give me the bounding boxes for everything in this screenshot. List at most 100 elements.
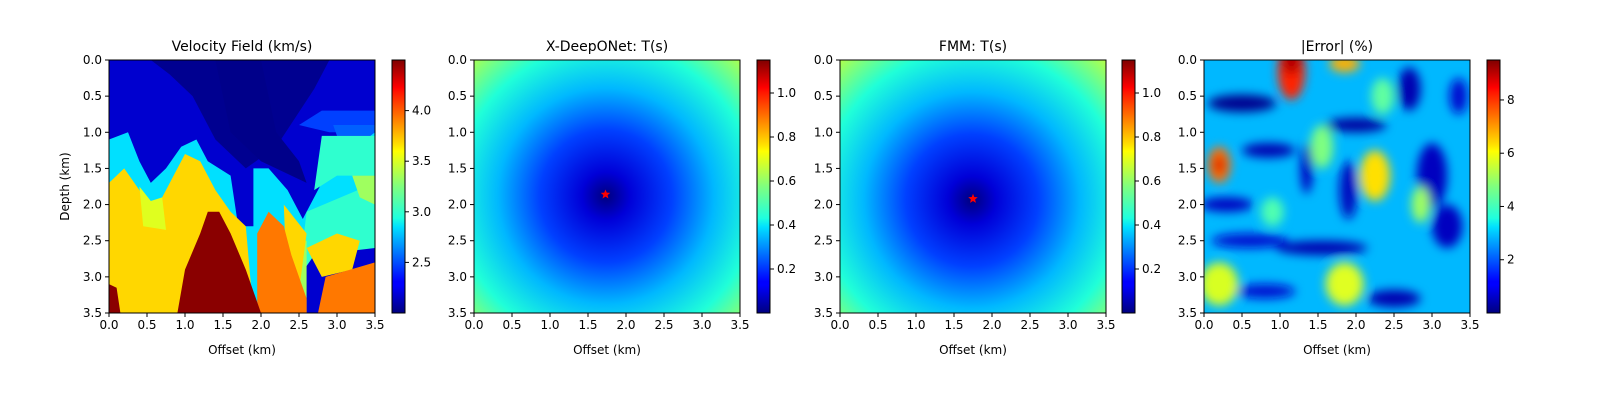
x-tick-label: 3.0	[1058, 318, 1077, 332]
plot-frame	[473, 59, 741, 314]
y-tick-label: 0.5	[814, 89, 833, 103]
y-tick-label: 0.0	[83, 53, 102, 67]
x-tick-label: 3.0	[1422, 318, 1441, 332]
traveltime-image	[474, 60, 740, 313]
y-tick-label: 3.5	[448, 306, 467, 320]
panel-2: X-DeepONet: T(s) 0.0 0.5 1.0 1.5 2.0 2.5 3.0 3.5…	[448, 39, 796, 357]
x-axis-label: Offset (km)	[208, 343, 276, 357]
x-tick-label: 0.0	[1194, 318, 1213, 332]
x-tick-label: 0.5	[1232, 318, 1251, 332]
colorbar-tick-label: 8	[1507, 93, 1515, 107]
colorbar-tick-label: 3.0	[412, 205, 431, 219]
colorbar-tick-label: 0.8	[777, 130, 796, 144]
y-tick-label: 3.0	[83, 270, 102, 284]
colorbar-tick-label: 0.6	[1142, 174, 1161, 188]
x-tick-label: 1.5	[578, 318, 597, 332]
colorbar-tick-label: 0.2	[1142, 262, 1161, 276]
colorbar	[1122, 60, 1135, 313]
y-tick-label: 1.0	[83, 125, 102, 139]
y-tick-label: 1.5	[448, 161, 467, 175]
colorbar-tick-label: 0.4	[1142, 218, 1161, 232]
x-tick-label: 0.0	[99, 318, 118, 332]
y-tick-label: 3.5	[1178, 306, 1197, 320]
x-tick-label: 1.5	[944, 318, 963, 332]
y-tick-label: 3.0	[448, 270, 467, 284]
y-tick-label: 0.5	[448, 89, 467, 103]
colorbar-tick-label: 1.0	[777, 86, 796, 100]
y-tick-label: 0.0	[814, 53, 833, 67]
y-tick-label: 2.0	[448, 198, 467, 212]
chart-title: FMM: T(s)	[939, 39, 1007, 55]
colorbar-tick-label: 4	[1507, 199, 1515, 213]
plot-frame	[1203, 59, 1471, 314]
x-tick-label: 3.0	[692, 318, 711, 332]
x-tick-label: 3.5	[1460, 318, 1479, 332]
y-tick-label: 1.5	[1178, 161, 1197, 175]
y-tick-label: 2.5	[448, 234, 467, 248]
colorbar-tick-label: 0.2	[777, 262, 796, 276]
y-tick-label: 2.0	[1178, 198, 1197, 212]
x-tick-label: 3.5	[1096, 318, 1115, 332]
panel-1: Velocity Field (km/s) 0.0 0.5 1.0 1.5 2.0 2.5 3…	[58, 39, 431, 357]
y-tick-label: 0.5	[83, 89, 102, 103]
colorbar	[1487, 60, 1500, 313]
x-axis-label: Offset (km)	[939, 343, 1007, 357]
y-tick-label: 2.0	[83, 198, 102, 212]
x-tick-label: 0.5	[502, 318, 521, 332]
colorbar-frame	[756, 59, 771, 314]
x-tick-label: 1.0	[540, 318, 559, 332]
colorbar-frame	[391, 59, 406, 314]
y-tick-label: 0.0	[1178, 53, 1197, 67]
chart-title: Velocity Field (km/s)	[172, 39, 313, 55]
x-tick-label: 1.0	[906, 318, 925, 332]
plot-frame	[839, 59, 1107, 314]
x-tick-label: 3.5	[730, 318, 749, 332]
y-tick-label: 3.0	[814, 270, 833, 284]
x-tick-label: 1.5	[1308, 318, 1327, 332]
velocity-field-image	[109, 60, 375, 313]
y-tick-label: 2.5	[1178, 234, 1197, 248]
chart-title: |Error| (%)	[1301, 39, 1373, 55]
x-tick-label: 2.5	[289, 318, 308, 332]
x-tick-label: 2.0	[251, 318, 270, 332]
y-tick-label: 1.5	[814, 161, 833, 175]
colorbar-frame	[1486, 59, 1501, 314]
x-tick-label: 0.5	[868, 318, 887, 332]
colorbar-tick-label: 0.6	[777, 174, 796, 188]
colorbar-tick-label: 6	[1507, 146, 1515, 160]
colorbar-tick-label: 2	[1507, 253, 1515, 267]
y-tick-label: 3.0	[1178, 270, 1197, 284]
colorbar-tick-label: 2.5	[412, 255, 431, 269]
y-tick-label: 3.5	[814, 306, 833, 320]
y-tick-label: 1.5	[83, 161, 102, 175]
panel-4: |Error| (%)0.0 0.5 1.0 1.5 2.0 2.5 3.0 3.50.00.…	[1178, 39, 1515, 357]
x-tick-label: 0.0	[464, 318, 483, 332]
x-tick-label: 2.5	[654, 318, 673, 332]
y-tick-label: 2.5	[814, 234, 833, 248]
x-tick-label: 2.5	[1384, 318, 1403, 332]
x-tick-label: 0.5	[137, 318, 156, 332]
chart-title: X-DeepONet: T(s)	[546, 39, 668, 55]
x-tick-label: 3.0	[327, 318, 346, 332]
x-tick-label: 1.0	[175, 318, 194, 332]
y-tick-label: 1.0	[448, 125, 467, 139]
colorbar-frame	[1121, 59, 1136, 314]
x-tick-label: 2.0	[982, 318, 1001, 332]
colorbar	[392, 60, 405, 313]
x-tick-label: 1.5	[213, 318, 232, 332]
error-map-image	[1204, 60, 1470, 313]
colorbar-tick-label: 1.0	[1142, 86, 1161, 100]
y-axis-label: Depth (km)	[58, 152, 72, 220]
x-tick-label: 2.5	[1020, 318, 1039, 332]
y-tick-label: 2.5	[83, 234, 102, 248]
panel-3: FMM: T(s)0.0 0.5 1.0 1.5 2.0 2.5 3.0 3.50.00.51…	[814, 39, 1161, 357]
source-star-marker	[968, 193, 978, 203]
colorbar-tick-label: 0.8	[1142, 130, 1161, 144]
y-tick-label: 0.5	[1178, 89, 1197, 103]
traveltime-image	[840, 60, 1106, 313]
y-tick-label: 3.5	[83, 306, 102, 320]
x-tick-label: 1.0	[1270, 318, 1289, 332]
x-tick-label: 3.5	[365, 318, 384, 332]
y-tick-label: 1.0	[814, 125, 833, 139]
plot-frame	[108, 59, 376, 314]
